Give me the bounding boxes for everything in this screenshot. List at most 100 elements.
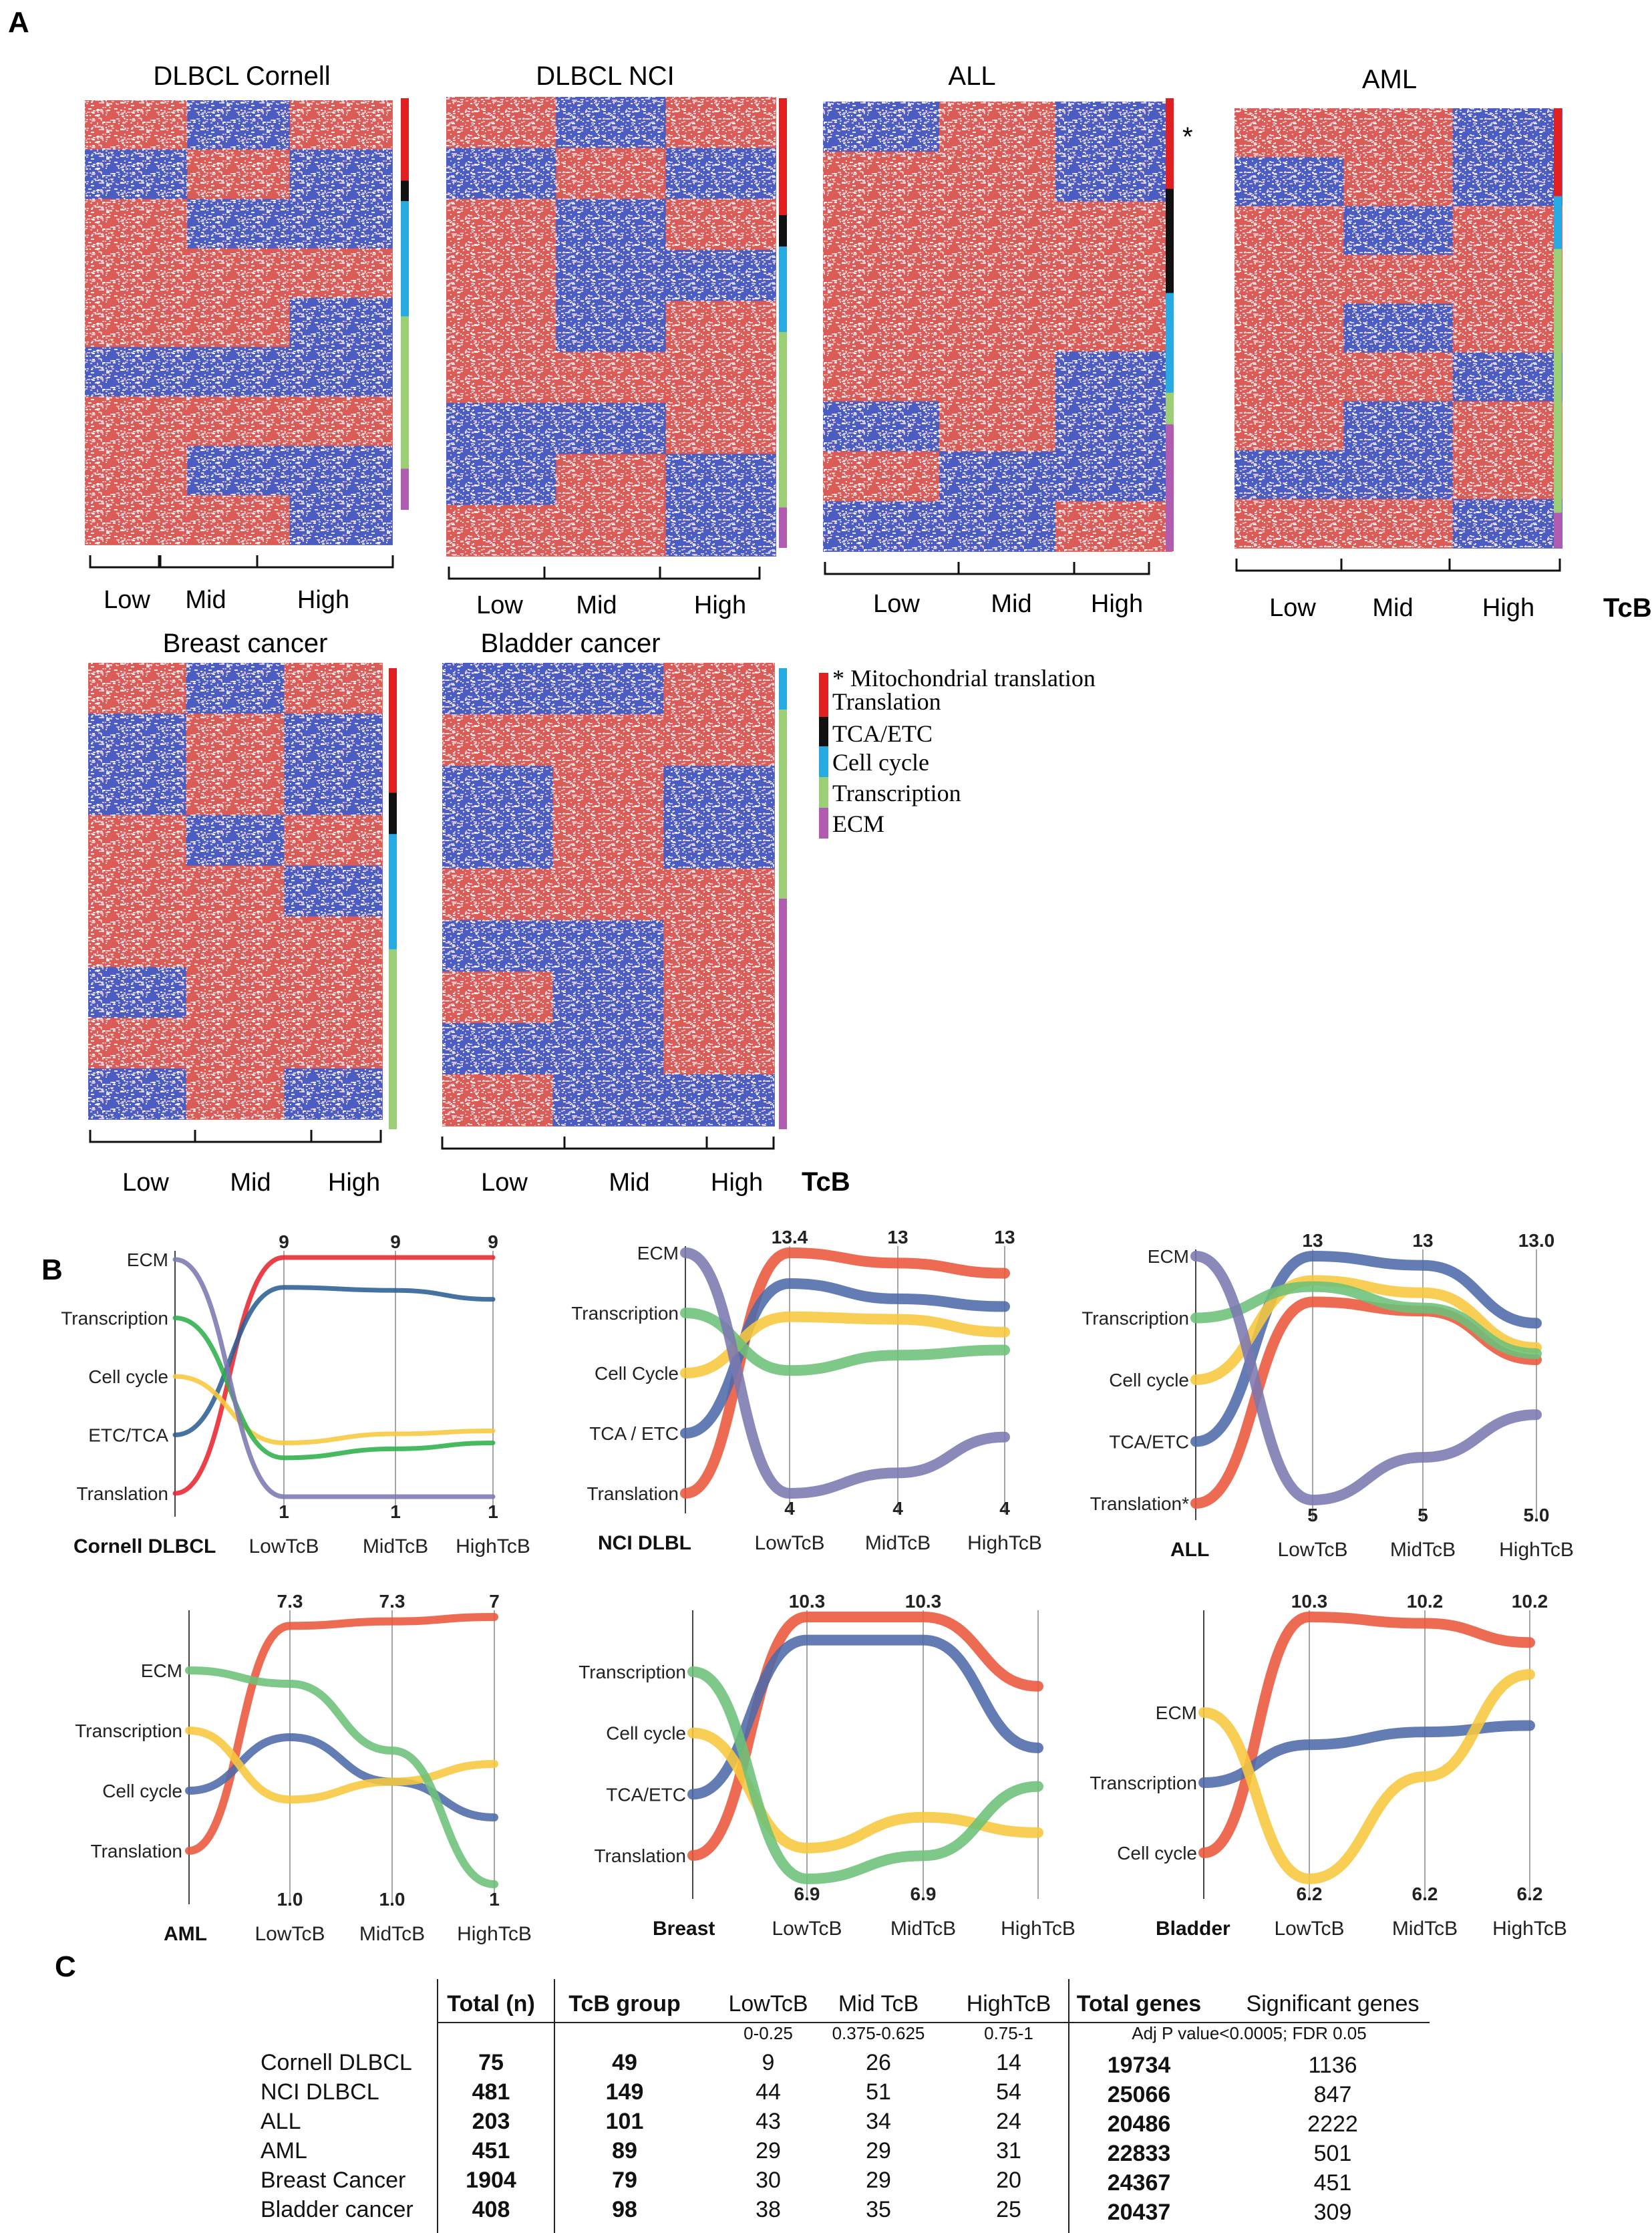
cell-total-genes: 20437 [1108, 2200, 1171, 2225]
min-value-label: 4 [892, 1498, 903, 1519]
group-label: High [1091, 590, 1143, 618]
cell-total-genes: 19734 [1108, 2053, 1171, 2078]
heatmap-bladder-cancer: Bladder cancer Low Mid High [441, 629, 787, 1197]
heatmap-texture [442, 663, 774, 1126]
heatmap-title: Breast cancer [163, 629, 328, 658]
table-header: HighTcB [967, 1991, 1051, 2017]
min-value-label: 6.2 [1412, 1884, 1438, 1904]
max-value-label: 9 [390, 1231, 401, 1252]
x-tick-label: LowTcB [1277, 1539, 1347, 1561]
max-value-label: 13 [1412, 1230, 1433, 1251]
legend-translation-swatch [819, 673, 828, 717]
module-segment [779, 247, 787, 332]
cell-tcb: 101 [606, 2109, 644, 2134]
y-category-label: TCA/ETC [1109, 1432, 1189, 1453]
max-value-label: 13 [994, 1227, 1015, 1247]
module-color-bar [779, 668, 787, 1129]
y-category-label: Cell cycle [1109, 1370, 1189, 1390]
table-header: Mid TcB [838, 1991, 919, 2017]
min-value-label: 5 [1418, 1505, 1428, 1525]
legend-translation-label: Translation [832, 688, 941, 715]
group-bracket [1073, 562, 1150, 575]
heatmap-breast-cancer: Breast cancer Low Mid High [88, 629, 397, 1197]
x-tick-label: HighTcB [967, 1532, 1042, 1554]
heatmap-title: ALL [948, 61, 995, 91]
cell-tcb: 89 [612, 2138, 637, 2164]
mito-star: * [1182, 122, 1193, 152]
heatmap-panel: DLBCL Cornell Low Mid High DLBCL NCI Low Mid Hi… [85, 61, 1652, 1197]
table-row: Bladder cancer 408 98 38 35 25 20437 309 [261, 2197, 1351, 2225]
min-value-label: 1 [489, 1889, 500, 1910]
x-tick-label: HighTcB [457, 1923, 532, 1945]
cell-high: 54 [996, 2079, 1021, 2105]
module-segment [1166, 293, 1174, 393]
max-value-label: 13 [887, 1227, 908, 1247]
panel-a-label: A [8, 6, 29, 39]
table-row: Breast Cancer 1904 79 30 29 20 24367 451 [261, 2168, 1351, 2196]
line-chart-bladder: ECM Transcription Cell cycle 10.3 10.2 10.2 6.… [1090, 1591, 1567, 1940]
max-value-label: 7 [489, 1591, 500, 1612]
y-category-label: Translation [587, 1483, 679, 1504]
y-category-label: TCA / ETC [589, 1423, 679, 1444]
y-category-label: Cell Cycle [595, 1363, 679, 1384]
module-segment [389, 834, 397, 949]
max-value-label: 7.3 [277, 1591, 303, 1612]
module-segment [1166, 424, 1174, 551]
table-row: NCI DLBCL 481 149 44 51 54 25066 847 [261, 2079, 1351, 2107]
module-segment [389, 668, 397, 793]
group-label: Mid [991, 590, 1031, 618]
max-value-label: 10.2 [1407, 1591, 1444, 1612]
heatmap-dlbcl-nci: DLBCL NCI Low Mid High [446, 61, 787, 619]
table-row: ALL 203 101 43 34 24 20486 2222 [261, 2109, 1358, 2137]
line-chart-all: ECM Transcription Cell cycle TCA/ETC Transla… [1082, 1230, 1574, 1561]
module-segment [401, 316, 409, 469]
module-segment [389, 792, 397, 835]
cell-high: 24 [996, 2109, 1021, 2134]
group-bracket [705, 1137, 775, 1150]
table-header: Total (n) [447, 1991, 535, 2017]
y-category-label: Transcription [1090, 1773, 1197, 1793]
group-label: Mid [230, 1169, 271, 1197]
legend-cellcycle-swatch [819, 746, 828, 777]
cell-total: 203 [472, 2109, 510, 2134]
x-tick-label: MidTcB [1392, 1918, 1458, 1940]
max-value-label: 10.3 [1291, 1591, 1328, 1612]
heatmap-texture [1234, 108, 1562, 548]
y-category-label: ECM [637, 1243, 679, 1263]
heatmap-title: DLBCL Cornell [153, 61, 330, 91]
cell-mid: 35 [866, 2197, 891, 2222]
max-value-label: 13.0 [1518, 1230, 1555, 1251]
min-value-label: 5.0 [1524, 1505, 1550, 1525]
group-bracket [310, 1130, 382, 1143]
cell-significant-genes: 309 [1314, 2200, 1352, 2225]
group-bracket [659, 567, 761, 580]
cell-total: 1904 [466, 2168, 516, 2193]
heatmap-dlbcl-cornell: DLBCL Cornell Low Mid High [85, 61, 409, 614]
module-color-bar [779, 98, 787, 548]
line-chart-aml: ECM Transcription Cell cycle Translation 7.3… [75, 1591, 532, 1945]
group-bracket [441, 1137, 566, 1150]
cell-mid: 29 [866, 2168, 891, 2193]
cell-low: 30 [756, 2168, 781, 2193]
group-label: Mid [185, 586, 226, 614]
cell-total-genes: 24367 [1108, 2170, 1171, 2196]
x-tick-label: LowTcB [1274, 1918, 1344, 1940]
tcb-axis-label: TcB [1603, 593, 1652, 623]
group-label: High [711, 1169, 763, 1197]
group-label: High [328, 1169, 380, 1197]
module-segment [1554, 196, 1562, 249]
y-category-label: Transcription [579, 1662, 686, 1682]
table-subheader: 0.75-1 [984, 2023, 1033, 2043]
group-label: High [694, 591, 746, 619]
cell-total: 408 [472, 2197, 510, 2222]
chart-title: Cornell DLBCL [73, 1535, 216, 1557]
module-segment [1554, 512, 1562, 548]
cell-mid: 34 [866, 2109, 891, 2134]
row-label: ALL [261, 2109, 301, 2134]
cell-significant-genes: 501 [1314, 2141, 1352, 2166]
x-tick-label: HighTcB [456, 1535, 530, 1557]
group-bracket [543, 567, 661, 580]
cell-low: 38 [756, 2197, 781, 2222]
heatmap-texture [446, 97, 776, 556]
